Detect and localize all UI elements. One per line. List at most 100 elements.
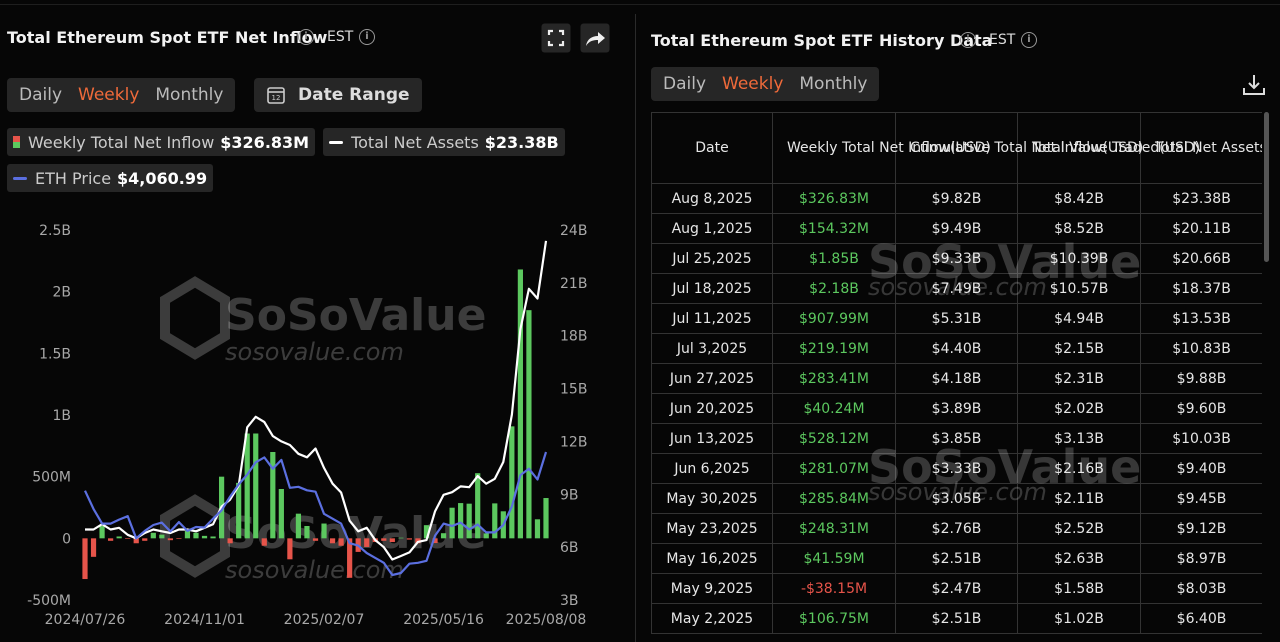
table-cell: $5.31B: [895, 303, 1018, 334]
legend-row: ETH Price $4,060.99: [7, 164, 607, 192]
timezone: EST: [989, 32, 1016, 48]
table-cell: $9.82B: [895, 183, 1018, 214]
table-cell: $154.32M: [772, 213, 896, 244]
bar: [364, 538, 370, 547]
panel-title: Total Ethereum Spot ETF History Data: [651, 31, 993, 50]
table-row: Aug 8,2025 $326.83M $9.82B $8.42B $23.38B: [651, 183, 1262, 214]
legend: Weekly Total Net Inflow $326.83M Total Net…: [7, 128, 607, 192]
bar: [389, 538, 395, 543]
info-icon[interactable]: i: [298, 29, 314, 45]
tab[interactable]: Monthly: [155, 85, 224, 105]
top-border: [0, 4, 1280, 5]
table-cell: $2.16B: [1017, 453, 1141, 484]
table-cell: $3.85B: [895, 423, 1018, 454]
download-button[interactable]: [1241, 72, 1267, 98]
table-cell: $18.37B: [1140, 273, 1262, 304]
table-cell: $2.51B: [895, 603, 1018, 634]
table-cell: $7.49B: [895, 273, 1018, 304]
panel-title: Total Ethereum Spot ETF Net Inflow: [7, 28, 328, 47]
table-cell: $285.84M: [772, 483, 896, 514]
bar: [227, 538, 233, 544]
legend-swatch: [13, 176, 27, 180]
bar: [133, 538, 139, 544]
x-tick-label: 2025/08/08: [506, 612, 587, 628]
divider: [635, 14, 636, 642]
bar: [82, 538, 88, 580]
table-cell: $2.47B: [895, 573, 1018, 604]
legend-item[interactable]: ETH Price $4,060.99: [7, 164, 214, 192]
y2-tick-label: 12B: [560, 434, 587, 450]
tab[interactable]: Monthly: [799, 74, 868, 94]
table-cell: $8.03B: [1140, 573, 1262, 604]
bar: [142, 538, 148, 541]
table-cell: $3.33B: [895, 453, 1018, 484]
table-cell: $2.11B: [1017, 483, 1141, 514]
header-cell: Weekly Total Net Inflow(USD): [772, 113, 991, 184]
table-row: Jul 11,2025 $907.99M $5.31B $4.94B $13.53B: [651, 303, 1262, 334]
bar: [270, 452, 276, 539]
table-cell: $9.60B: [1140, 393, 1262, 424]
info-icon[interactable]: i: [1021, 32, 1037, 48]
share-button[interactable]: [580, 23, 610, 53]
table-row: Jun 6,2025 $281.07M $3.33B $2.16B $9.40B: [651, 453, 1262, 484]
svg-text:12: 12: [272, 94, 281, 102]
table-cell: $2.18B: [772, 273, 896, 304]
bar: [108, 538, 114, 541]
table-row: May 9,2025 -$38.15M $2.47B $1.58B $8.03B: [651, 573, 1262, 604]
table-cell: $8.97B: [1140, 543, 1262, 574]
tab[interactable]: Weekly: [78, 85, 140, 105]
y-tick-label: 2B: [52, 285, 71, 301]
bar: [338, 538, 344, 546]
line: [84, 451, 548, 577]
bar: [432, 538, 438, 544]
table-row: May 2,2025 $106.75M $2.51B $1.02B $6.40B: [651, 603, 1262, 634]
bar: [381, 538, 387, 541]
table-cell: $283.41M: [772, 363, 896, 394]
legend-swatch: [13, 136, 20, 148]
tab[interactable]: Daily: [663, 74, 707, 94]
table-cell: $20.66B: [1140, 243, 1262, 274]
table-cell: $4.94B: [1017, 303, 1141, 334]
info-icon[interactable]: i: [359, 29, 375, 45]
bar: [116, 536, 122, 539]
bar: [509, 426, 515, 539]
x-tick-label: 2025/02/07: [284, 612, 365, 628]
bar: [90, 538, 97, 557]
bar: [167, 538, 173, 541]
table-cell: $2.15B: [1017, 333, 1141, 364]
bar: [466, 503, 472, 539]
header-cell: Total Value Traded(USD): [1017, 113, 1200, 184]
table-cell: Jul 3,2025: [651, 333, 773, 364]
table-cell: $1.02B: [1017, 603, 1141, 634]
table-cell: $907.99M: [772, 303, 896, 334]
x-tick-label: 2024/11/01: [164, 612, 245, 628]
table-cell: Jun 13,2025: [651, 423, 773, 454]
bar: [321, 523, 327, 539]
table-cell: $4.40B: [895, 333, 1018, 364]
table-cell: $106.75M: [772, 603, 896, 634]
date-range-button[interactable]: 12 Date Range: [254, 78, 422, 112]
table-cell: $1.85B: [772, 243, 896, 274]
table-cell: $9.49B: [895, 213, 1018, 244]
tab[interactable]: Daily: [19, 85, 63, 105]
scrollbar[interactable]: [1264, 112, 1269, 262]
watermark-brand: SoSoValue: [225, 290, 486, 341]
fullscreen-button[interactable]: [541, 23, 571, 53]
legend-row: Weekly Total Net Inflow $326.83M Total Net…: [7, 128, 607, 156]
table-wrap: Date Weekly Total Net Inflow(USD) Cumulati…: [651, 112, 1262, 642]
legend-item[interactable]: Weekly Total Net Inflow $326.83M: [7, 128, 316, 156]
tab[interactable]: Weekly: [722, 74, 784, 94]
date-range-label: Date Range: [298, 85, 410, 105]
table-cell: Aug 1,2025: [651, 213, 773, 244]
legend-item[interactable]: Total Net Assets $23.38B: [323, 128, 565, 156]
legend-value: $23.38B: [484, 132, 559, 152]
y2-tick-label: 9B: [560, 487, 579, 503]
table-cell: $528.12M: [772, 423, 896, 454]
x-tick-label: 2024/07/26: [45, 612, 126, 628]
table-cell: $2.52B: [1017, 513, 1141, 544]
bar: [99, 526, 105, 539]
info-icon[interactable]: i: [960, 32, 976, 48]
table-row: Jul 3,2025 $219.19M $4.40B $2.15B $10.83B: [651, 333, 1262, 364]
table-cell: $2.51B: [895, 543, 1018, 574]
